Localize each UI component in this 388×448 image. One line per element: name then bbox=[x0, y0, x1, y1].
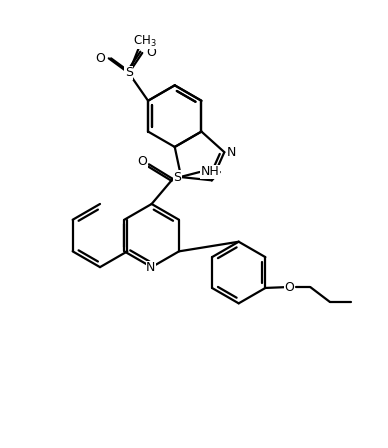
Text: CH$_3$: CH$_3$ bbox=[133, 34, 157, 48]
Text: S: S bbox=[125, 66, 133, 79]
Text: O: O bbox=[284, 281, 294, 294]
Text: S: S bbox=[173, 171, 181, 184]
Text: N: N bbox=[227, 146, 236, 159]
Text: NH: NH bbox=[201, 165, 219, 178]
Text: O: O bbox=[146, 47, 156, 60]
Text: O: O bbox=[137, 155, 147, 168]
Text: N: N bbox=[146, 262, 156, 275]
Text: O: O bbox=[95, 52, 105, 65]
